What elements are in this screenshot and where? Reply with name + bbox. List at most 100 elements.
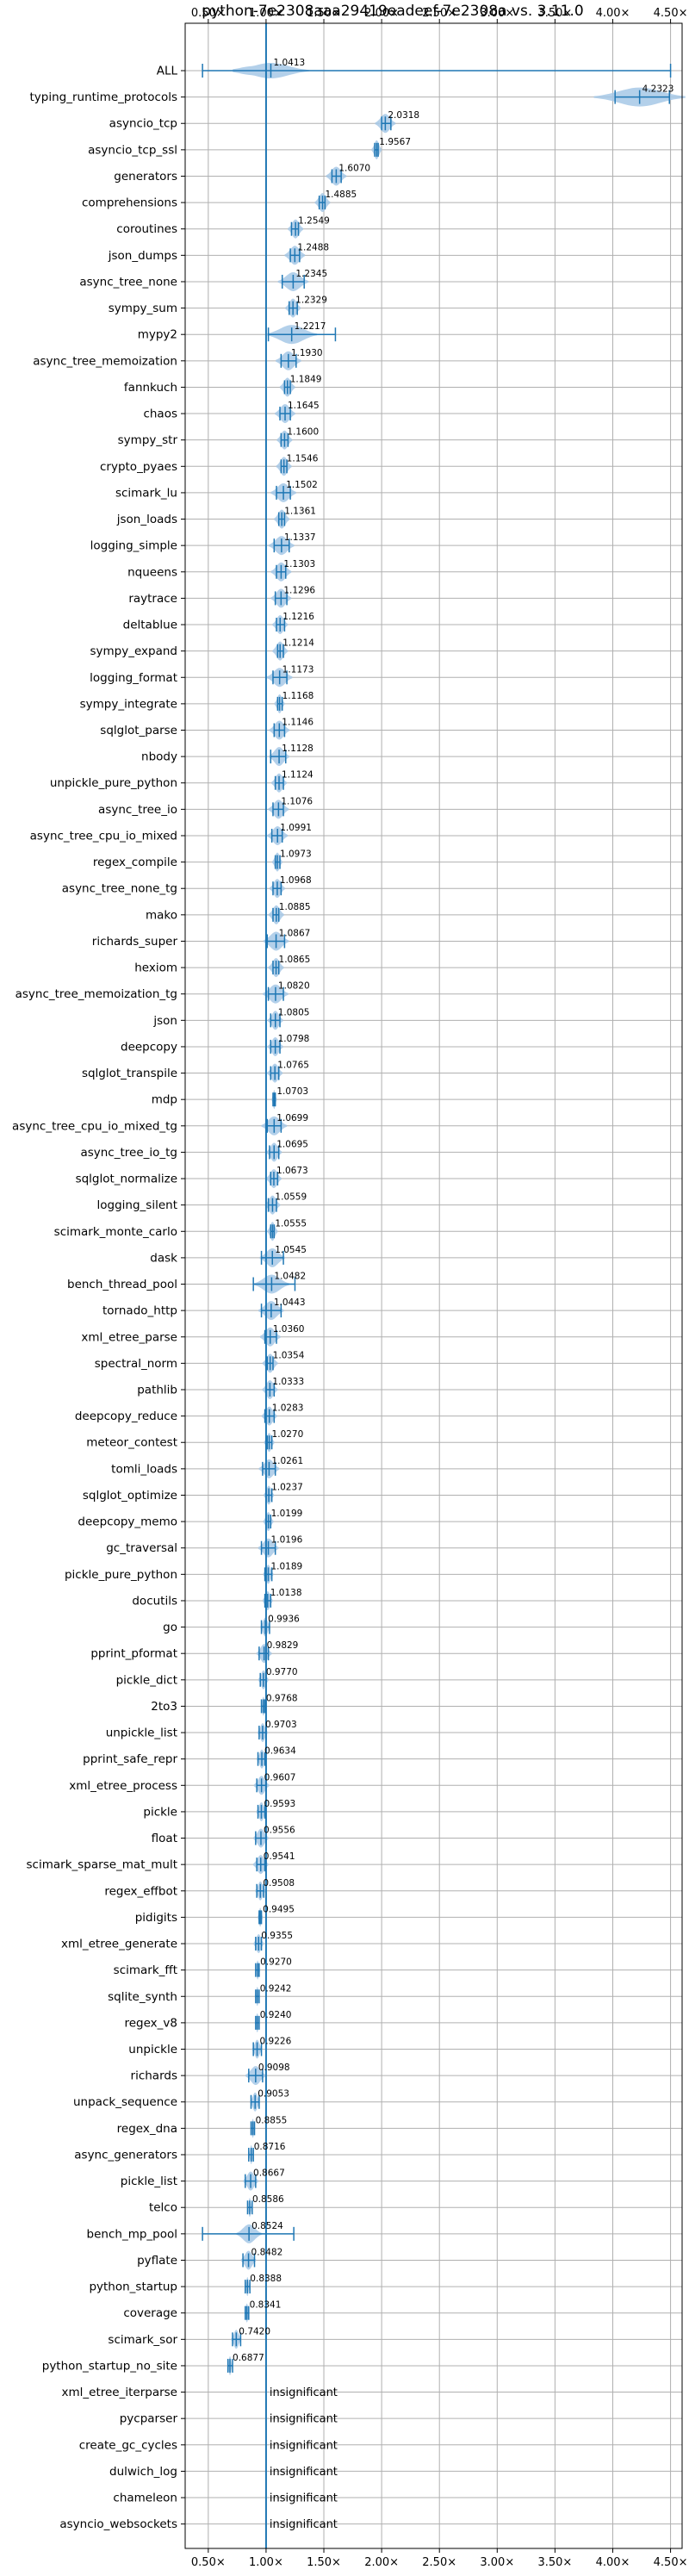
value-label: 1.0699 bbox=[276, 1113, 308, 1123]
category-label: json_loads bbox=[116, 513, 177, 526]
category-label: scimark_lu bbox=[115, 486, 177, 500]
value-label: 1.0354 bbox=[273, 1350, 305, 1360]
x-tick-label-bottom: 2.00× bbox=[364, 2556, 399, 2569]
category-label: crypto_pyaes bbox=[100, 460, 177, 474]
category-label: python_startup bbox=[89, 2280, 177, 2294]
value-label: 1.4885 bbox=[325, 190, 357, 200]
value-label: 1.2329 bbox=[295, 296, 327, 306]
value-label: 1.0360 bbox=[273, 1324, 305, 1335]
value-label: 1.2549 bbox=[298, 216, 330, 227]
x-tick-label-top: 1.00× bbox=[249, 7, 283, 20]
value-label: 0.9508 bbox=[263, 1878, 295, 1888]
category-label: async_tree_none_tg bbox=[62, 882, 177, 896]
category-label: gc_traversal bbox=[106, 1541, 177, 1555]
category-label: 2to3 bbox=[151, 1700, 177, 1714]
value-label: 0.9541 bbox=[264, 1851, 295, 1862]
category-label: async_tree_io bbox=[98, 803, 177, 817]
category-label: logging_simple bbox=[90, 539, 177, 553]
category-label: ALL bbox=[157, 65, 178, 78]
value-label: 1.1076 bbox=[281, 796, 313, 806]
value-label: 0.9098 bbox=[258, 2063, 290, 2073]
value-label: 1.0199 bbox=[271, 1509, 303, 1519]
category-label: async_tree_none bbox=[79, 275, 177, 289]
value-label-layer: 1.0413 4.2323 2.0318 1.9567 1.6070 1.4885 1.25… bbox=[233, 58, 673, 2531]
category-label: nqueens bbox=[127, 565, 177, 579]
value-label: 1.0333 bbox=[272, 1377, 304, 1387]
category-label: asyncio_websockets bbox=[59, 2517, 177, 2531]
insignificant-label: insignificant bbox=[270, 2518, 338, 2531]
value-label: 1.1296 bbox=[283, 585, 315, 595]
category-label: async_tree_cpu_io_mixed_tg bbox=[12, 1119, 177, 1133]
category-label: regex_compile bbox=[93, 856, 177, 869]
category-label: deepcopy_reduce bbox=[75, 1409, 177, 1423]
category-label: hexiom bbox=[134, 961, 177, 975]
category-label: regex_v8 bbox=[124, 2016, 177, 2030]
category-label: logging_format bbox=[90, 671, 177, 685]
category-label: logging_silent bbox=[97, 1198, 177, 1212]
value-label: 1.0867 bbox=[279, 928, 311, 938]
value-label: 0.8855 bbox=[256, 2115, 288, 2125]
x-tick-label-top: 3.50× bbox=[537, 7, 572, 20]
category-label: xml_etree_process bbox=[69, 1779, 177, 1793]
category-label: asyncio_tcp bbox=[109, 117, 177, 131]
category-label: scimark_sor bbox=[108, 2333, 177, 2347]
category-label: sympy_sum bbox=[109, 302, 177, 315]
category-label: richards_super bbox=[92, 935, 178, 949]
value-label: 0.9242 bbox=[260, 1983, 292, 1994]
value-label: 0.9226 bbox=[260, 2037, 292, 2047]
value-label: 1.0283 bbox=[272, 1403, 304, 1414]
category-label: pprint_safe_repr bbox=[83, 1752, 177, 1766]
x-tick-label-bottom: 3.50× bbox=[537, 2556, 572, 2569]
value-label: 0.8716 bbox=[254, 2142, 286, 2152]
value-label: 0.8524 bbox=[251, 2221, 283, 2231]
insignificant-label: insignificant bbox=[270, 2466, 338, 2479]
category-label: coverage bbox=[123, 2306, 177, 2320]
x-tick-label-bottom: 2.50× bbox=[422, 2556, 456, 2569]
x-tick-label-top: 0.50× bbox=[191, 7, 226, 20]
value-label: 1.1361 bbox=[284, 507, 316, 517]
category-label: pickle_pure_python bbox=[65, 1568, 177, 1582]
value-label: 1.1214 bbox=[282, 638, 314, 649]
category-label: xml_etree_parse bbox=[81, 1330, 177, 1344]
value-label: 1.0885 bbox=[279, 902, 311, 912]
value-label: 0.9936 bbox=[268, 1615, 300, 1625]
category-label: unpickle bbox=[128, 2043, 177, 2056]
value-label: 1.2345 bbox=[295, 269, 327, 279]
value-label: 1.1216 bbox=[282, 612, 314, 622]
value-label: 1.0559 bbox=[275, 1192, 307, 1203]
category-label: tomli_loads bbox=[111, 1462, 177, 1476]
x-tick-label-bottom: 3.00× bbox=[480, 2556, 514, 2569]
value-label: 1.1502 bbox=[286, 480, 318, 490]
value-label: 0.9634 bbox=[264, 1746, 296, 1757]
x-tick-label-bottom: 1.50× bbox=[307, 2556, 341, 2569]
category-label: asyncio_tcp_ssl bbox=[88, 143, 177, 157]
value-label: 0.9240 bbox=[260, 2010, 292, 2020]
value-label: 0.7420 bbox=[239, 2326, 270, 2336]
category-label: go bbox=[163, 1621, 177, 1634]
value-label: 1.0189 bbox=[270, 1561, 302, 1571]
category-label: python_startup_no_site bbox=[42, 2359, 177, 2373]
value-label: 1.0820 bbox=[278, 981, 310, 992]
category-label: pathlib bbox=[137, 1384, 177, 1397]
value-label: 0.9770 bbox=[266, 1667, 298, 1677]
category-label: json_dumps bbox=[108, 249, 177, 263]
x-tick-label-top: 1.50× bbox=[307, 7, 341, 20]
value-label: 1.0138 bbox=[270, 1588, 302, 1598]
category-label: mypy2 bbox=[138, 328, 177, 342]
value-label: 0.9270 bbox=[260, 1957, 292, 1968]
value-label: 1.0805 bbox=[278, 1007, 310, 1017]
value-label: 1.1546 bbox=[287, 453, 319, 464]
value-label: 1.1337 bbox=[284, 532, 316, 543]
category-label: richards bbox=[131, 2069, 177, 2083]
category-label: mdp bbox=[152, 1093, 177, 1107]
category-label: unpickle_pure_python bbox=[50, 776, 177, 790]
category-label: sqlglot_parse bbox=[100, 724, 177, 737]
category-label: pidigits bbox=[135, 1911, 177, 1925]
value-label: 0.6877 bbox=[233, 2353, 264, 2363]
value-label: 1.0673 bbox=[276, 1166, 308, 1176]
value-label: 0.8341 bbox=[250, 2300, 282, 2311]
value-label: 1.1128 bbox=[282, 744, 313, 754]
category-label: meteor_contest bbox=[86, 1436, 177, 1450]
value-label: 1.0270 bbox=[272, 1429, 304, 1440]
